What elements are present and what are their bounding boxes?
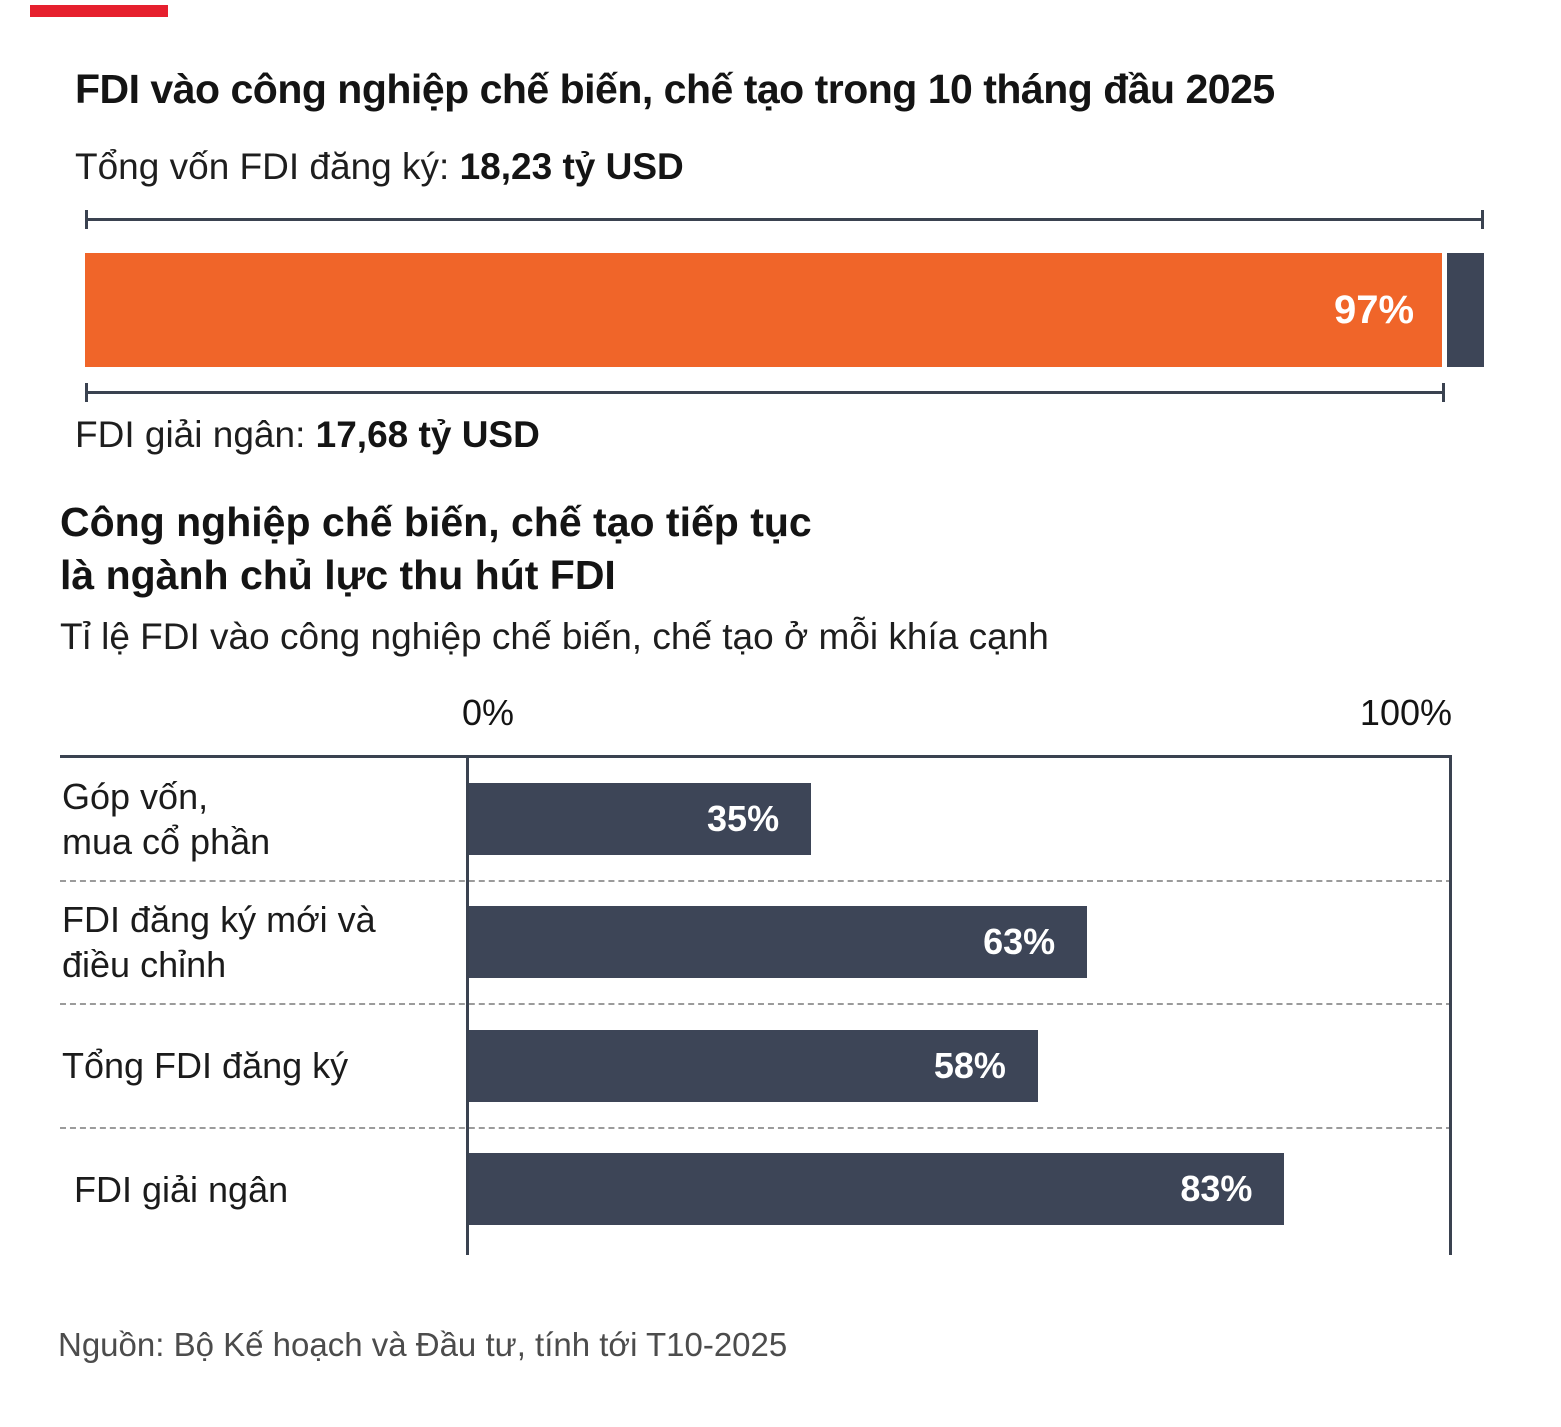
bracket-tick-right <box>1442 383 1445 402</box>
bar-value-label: 83% <box>1180 1168 1253 1210</box>
disbursed-bar-segment: 97% <box>85 253 1443 367</box>
bar-value-label: 63% <box>983 921 1056 963</box>
brand-accent-bar <box>30 5 168 17</box>
disbursed-fdi-value: 17,68 tỷ USD <box>315 414 540 455</box>
bar-chart-plot-area: Góp vốn, mua cổ phần 35% FDI đăng ký mới… <box>60 755 1452 1255</box>
disbursed-percent-label: 97% <box>1333 287 1415 332</box>
data-bar: 58% <box>466 1029 1038 1102</box>
remainder-bar-segment <box>1447 253 1484 367</box>
chart-row: Tổng FDI đăng ký 58% <box>60 1005 1452 1129</box>
bracket-tick-left <box>85 210 88 229</box>
disbursed-fdi-label: FDI giải ngân: <box>75 414 316 455</box>
data-bar: 63% <box>466 906 1088 979</box>
bracket-tick-right <box>1481 210 1484 229</box>
category-label-line: FDI đăng ký mới và <box>62 899 376 941</box>
registered-fdi-caption: Tổng vốn FDI đăng ký: 18,23 tỷ USD <box>75 146 684 188</box>
chart-row: FDI giải ngân 83% <box>60 1129 1452 1251</box>
disbursed-fdi-caption: FDI giải ngân: 17,68 tỷ USD <box>75 414 540 456</box>
category-label-line: mua cổ phần <box>62 820 271 862</box>
page-title: FDI vào công nghiệp chế biến, chế tạo tr… <box>75 66 1275 112</box>
axis-line-100 <box>1449 758 1452 1255</box>
data-bar: 35% <box>466 782 812 855</box>
section-heading: Công nghiệp chế biến, chế tạo tiếp tục l… <box>60 496 812 602</box>
section-heading-line2: là ngành chủ lực thu hút FDI <box>60 552 616 598</box>
category-label-line: Góp vốn, <box>62 775 209 817</box>
chart-subtitle: Tỉ lệ FDI vào công nghiệp chế biến, chế … <box>60 616 1049 657</box>
category-label: Góp vốn, mua cổ phần <box>60 758 466 880</box>
bar-track: 83% <box>466 1129 1452 1251</box>
category-label-line: FDI giải ngân <box>74 1168 289 1210</box>
registered-fdi-value: 18,23 tỷ USD <box>459 146 684 187</box>
section-heading-line1: Công nghiệp chế biến, chế tạo tiếp tục <box>60 499 812 545</box>
chart-row: Góp vốn, mua cổ phần 35% <box>60 758 1452 882</box>
bar-value-label: 35% <box>707 797 780 839</box>
category-label: FDI đăng ký mới và điều chỉnh <box>60 882 466 1004</box>
chart-row: FDI đăng ký mới và điều chỉnh 63% <box>60 882 1452 1005</box>
bracket-line <box>85 218 1484 221</box>
category-label: Tổng FDI đăng ký <box>60 1005 466 1127</box>
bracket-line <box>85 391 1445 394</box>
registered-fdi-label: Tổng vốn FDI đăng ký: <box>75 146 460 187</box>
axis-tick-label-0: 0% <box>462 692 515 733</box>
category-label-line: Tổng FDI đăng ký <box>62 1045 349 1087</box>
bar-value-label: 58% <box>933 1044 1006 1086</box>
category-label: FDI giải ngân <box>60 1129 466 1251</box>
bar-track: 35% <box>466 758 1452 880</box>
source-note: Nguồn: Bộ Kế hoạch và Đầu tư, tính tới T… <box>58 1326 788 1363</box>
registered-total-bracket <box>85 210 1484 229</box>
bar-track: 63% <box>466 882 1452 1004</box>
axis-line-0 <box>466 758 469 1255</box>
axis-tick-label-100: 100% <box>1359 692 1452 733</box>
bracket-tick-left <box>85 383 88 402</box>
disbursed-bracket <box>85 383 1445 402</box>
fdi-progress-bar: 97% <box>85 253 1484 367</box>
data-bar: 83% <box>466 1153 1285 1226</box>
category-label-line: điều chỉnh <box>62 944 227 986</box>
bar-track: 58% <box>466 1005 1452 1127</box>
